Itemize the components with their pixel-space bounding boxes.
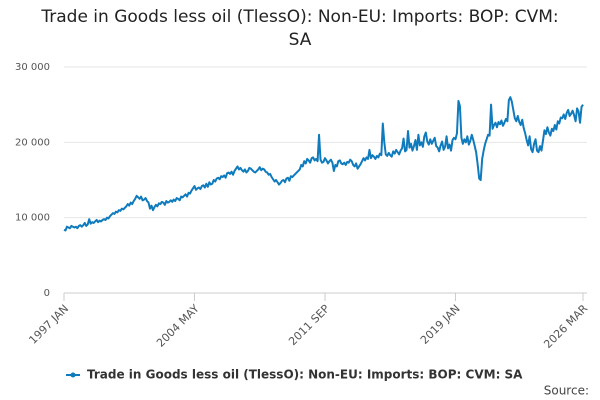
y-tick-label: 10 000 xyxy=(15,213,50,224)
x-tick-label: 2026 MAR xyxy=(541,302,590,351)
chart-title: Trade in Goods less oil (TlessO): Non-EU… xyxy=(41,7,559,50)
y-tick-label: 0 xyxy=(44,288,50,299)
source: Source: xyxy=(544,384,589,398)
x-tick-label: 2011 SEP xyxy=(286,302,332,348)
x-tick-label: 2004 MAY xyxy=(154,302,202,350)
y-tick-label: 20 000 xyxy=(15,137,50,148)
x-tick-label: 1997 JAN xyxy=(26,302,71,347)
legend-label: Trade in Goods less oil (TlessO): Non-EU… xyxy=(87,368,523,382)
data-line xyxy=(63,96,584,232)
legend-marker xyxy=(70,372,76,378)
y-tick-label: 30 000 xyxy=(15,62,50,73)
x-tick-label: 2019 JAN xyxy=(418,302,463,347)
